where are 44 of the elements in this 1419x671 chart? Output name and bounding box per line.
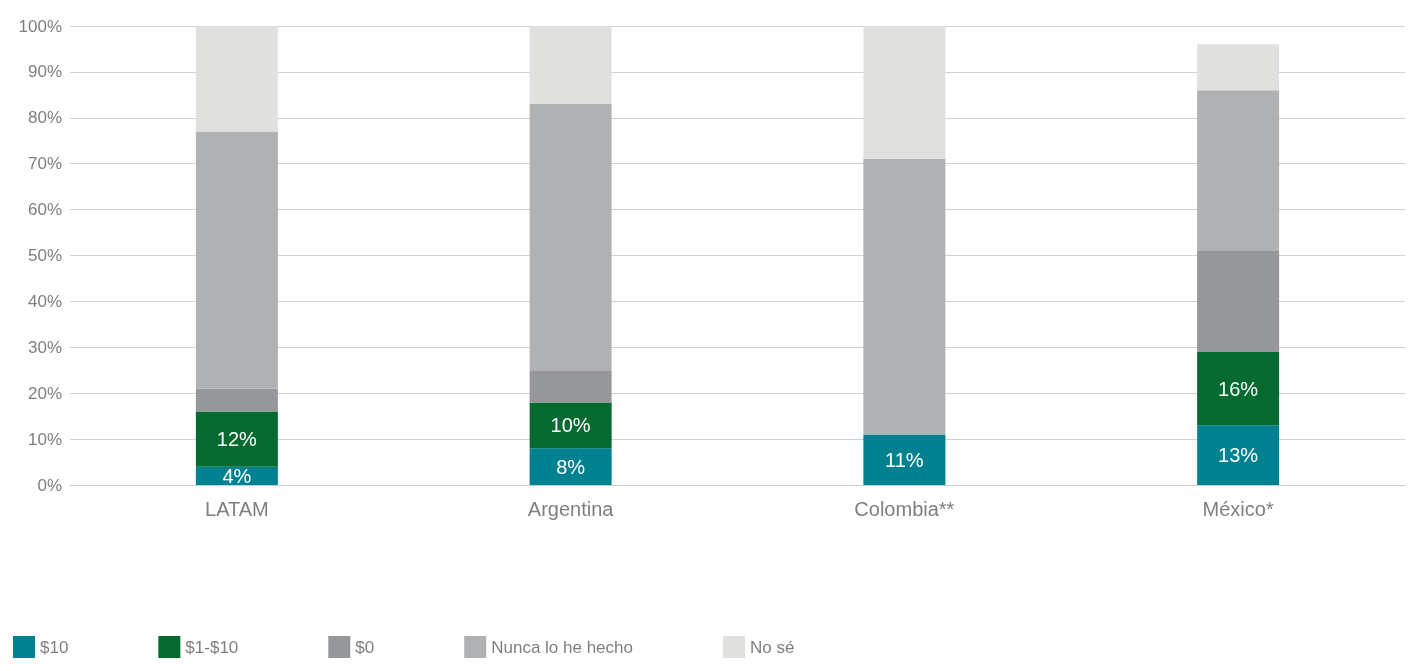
bar bbox=[195, 26, 278, 132]
bar bbox=[1197, 351, 1280, 426]
data-label: 11% bbox=[885, 448, 924, 471]
y-tick-label: 80% bbox=[27, 108, 62, 128]
bar bbox=[529, 448, 612, 485]
y-tick-label: 60% bbox=[27, 200, 62, 220]
bar bbox=[529, 104, 612, 371]
bar bbox=[863, 434, 946, 485]
data-label: 13% bbox=[1218, 444, 1259, 467]
y-tick-label: 50% bbox=[27, 246, 62, 265]
bar bbox=[195, 388, 278, 412]
y-tick-label: 10% bbox=[27, 429, 62, 449]
x-tick-label: Argentina bbox=[527, 498, 615, 520]
legend-label: $1-$10 bbox=[185, 637, 239, 657]
bar bbox=[1197, 250, 1280, 352]
legend-label: $0 bbox=[355, 637, 375, 657]
y-tick-label: 40% bbox=[27, 291, 62, 311]
bar bbox=[1197, 90, 1280, 251]
bar bbox=[195, 131, 278, 389]
data-label: 16% bbox=[1218, 377, 1259, 400]
bar bbox=[529, 402, 612, 449]
data-label: 8% bbox=[556, 455, 586, 478]
y-tick-label: 0% bbox=[37, 475, 62, 495]
legend-label: Nunca lo he hecho bbox=[491, 637, 633, 657]
bar bbox=[529, 26, 612, 105]
data-label: 12% bbox=[216, 428, 258, 451]
bar bbox=[1197, 425, 1280, 485]
y-tick-label: 30% bbox=[27, 337, 62, 357]
bar bbox=[1197, 44, 1280, 91]
bar bbox=[863, 26, 946, 160]
data-label: 10% bbox=[550, 414, 591, 437]
y-tick-label: 70% bbox=[27, 154, 62, 174]
x-tick-label: México* bbox=[1202, 498, 1274, 520]
y-tick-label: 20% bbox=[27, 383, 62, 403]
y-tick-label: 100% bbox=[18, 16, 62, 36]
legend-label: No sé bbox=[749, 637, 795, 657]
data-label: 4% bbox=[222, 464, 252, 487]
bar bbox=[863, 159, 946, 435]
legend-label: $10 bbox=[40, 637, 69, 657]
x-tick-label: Colombia** bbox=[854, 498, 955, 520]
x-tick-label: LATAM bbox=[205, 498, 269, 520]
bar bbox=[195, 411, 278, 467]
y-tick-label: 90% bbox=[27, 62, 62, 82]
bar bbox=[529, 370, 612, 403]
